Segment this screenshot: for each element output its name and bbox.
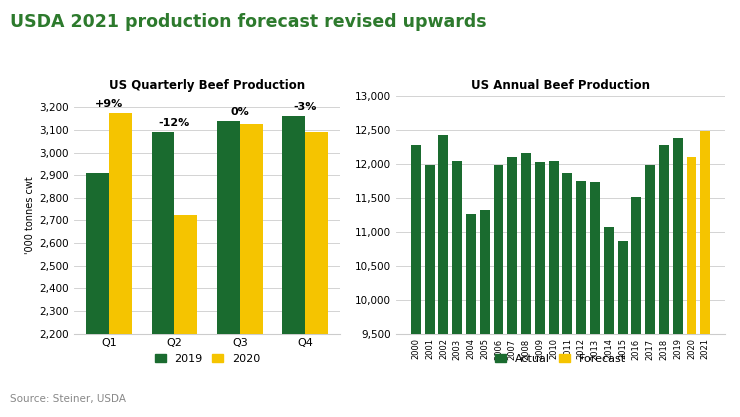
Title: US Quarterly Beef Production: US Quarterly Beef Production: [109, 79, 306, 92]
Bar: [494, 165, 503, 417]
Bar: [438, 135, 448, 417]
Bar: [466, 214, 476, 417]
Text: 0%: 0%: [231, 107, 249, 117]
Bar: [508, 157, 517, 417]
Bar: [283, 116, 306, 417]
Bar: [152, 132, 175, 417]
Text: +9%: +9%: [95, 99, 123, 109]
Bar: [175, 215, 198, 417]
Bar: [618, 241, 628, 417]
Bar: [645, 165, 655, 417]
Bar: [480, 210, 490, 417]
Bar: [631, 197, 642, 417]
Bar: [659, 146, 669, 417]
Bar: [452, 161, 462, 417]
Text: Source: Steiner, USDA: Source: Steiner, USDA: [10, 394, 126, 404]
Bar: [425, 165, 434, 417]
Bar: [576, 181, 586, 417]
Legend: Actual, Forecast: Actual, Forecast: [491, 349, 630, 369]
Bar: [109, 113, 132, 417]
Bar: [217, 121, 240, 417]
Legend: 2019, 2020: 2019, 2020: [150, 349, 264, 369]
Bar: [673, 138, 683, 417]
Bar: [411, 145, 421, 417]
Bar: [700, 131, 710, 417]
Bar: [548, 161, 559, 417]
Bar: [535, 163, 545, 417]
Bar: [604, 227, 613, 417]
Bar: [86, 173, 109, 417]
Bar: [240, 124, 263, 417]
Bar: [562, 173, 573, 417]
Text: -12%: -12%: [159, 118, 190, 128]
Title: US Annual Beef Production: US Annual Beef Production: [471, 79, 650, 92]
Y-axis label: '000 tonnes cwt: '000 tonnes cwt: [25, 176, 36, 254]
Bar: [590, 182, 600, 417]
Text: USDA 2021 production forecast revised upwards: USDA 2021 production forecast revised up…: [10, 13, 486, 30]
Bar: [306, 132, 329, 417]
Bar: [687, 157, 696, 417]
Bar: [521, 153, 531, 417]
Text: -3%: -3%: [294, 102, 317, 112]
